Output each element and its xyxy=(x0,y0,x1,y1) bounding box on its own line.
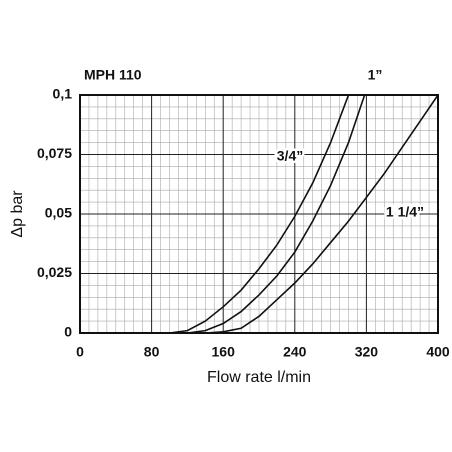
x-tick-label: 320 xyxy=(355,344,379,360)
x-tick-label: 240 xyxy=(283,344,307,360)
y-tick-label: 0,075 xyxy=(37,145,72,161)
y-tick-label: 0,1 xyxy=(53,86,73,102)
plot-frame xyxy=(79,94,439,334)
x-tick-label: 160 xyxy=(212,344,236,360)
curve-label: 3/4” xyxy=(277,148,303,164)
curve xyxy=(80,94,366,334)
y-axis-label: Δp bar xyxy=(9,190,26,238)
chart-title: MPH 110 xyxy=(84,67,142,83)
y-tick-label: 0,05 xyxy=(45,205,72,221)
curve-label: 1 1/4” xyxy=(386,204,424,220)
x-tick-label: 400 xyxy=(426,344,450,360)
y-tick-label: 0,025 xyxy=(37,264,72,280)
curve-label: 1” xyxy=(368,67,383,83)
curve xyxy=(80,94,350,334)
curve xyxy=(80,94,439,334)
x-tick-label: 0 xyxy=(76,344,84,360)
x-axis-label: Flow rate l/min xyxy=(207,369,311,386)
x-tick-label: 80 xyxy=(144,344,160,360)
y-tick-label: 0 xyxy=(64,324,72,340)
